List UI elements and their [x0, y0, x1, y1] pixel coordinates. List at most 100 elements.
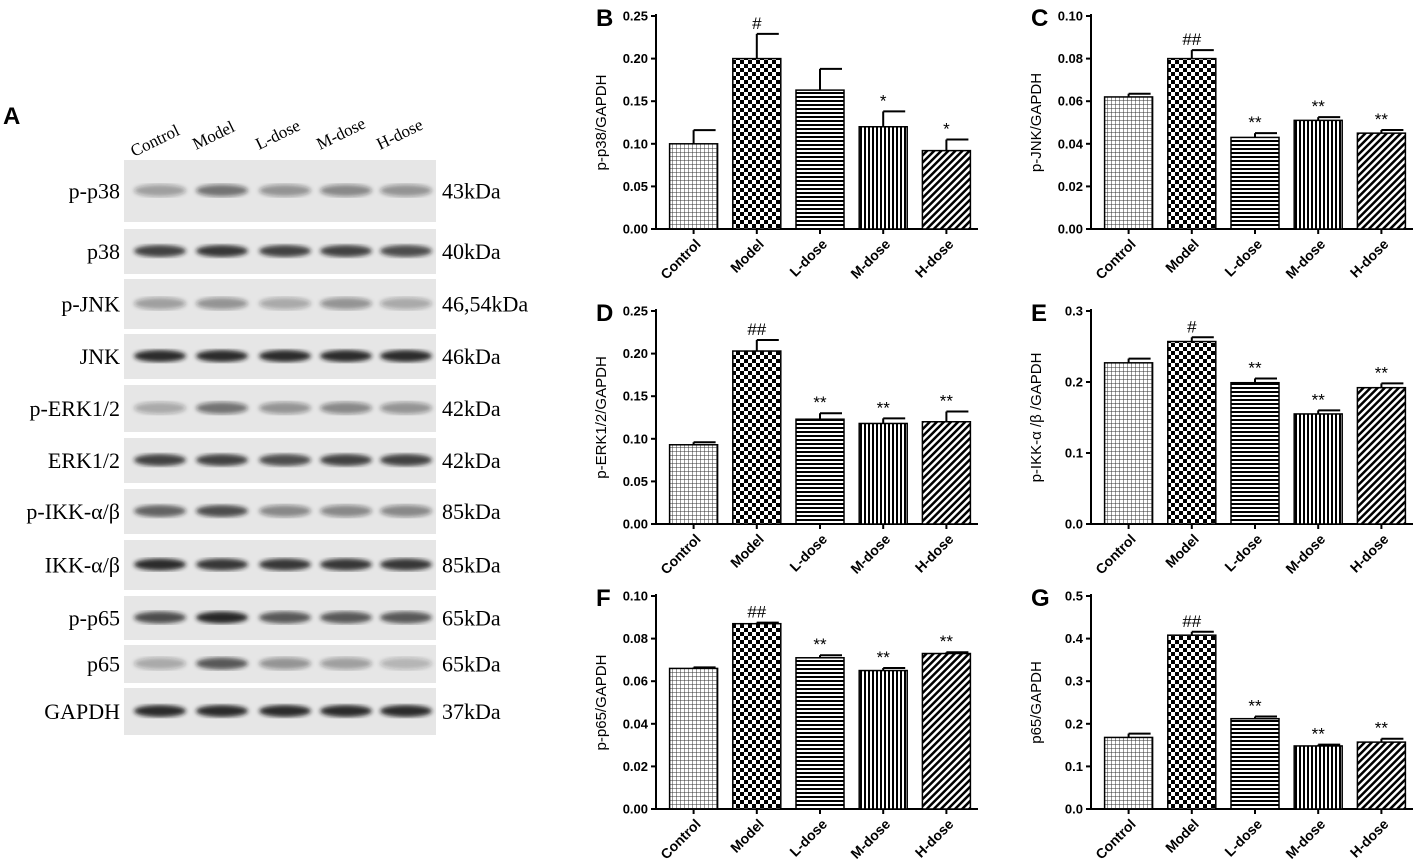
bar: [1167, 634, 1217, 810]
category-label: M-dose: [1282, 236, 1328, 282]
bar: [795, 89, 845, 230]
bar: [858, 422, 908, 525]
blot-band: [380, 245, 432, 257]
significance-marker: *: [943, 120, 950, 139]
significance-marker: **: [813, 393, 827, 412]
lane-label: H-dose: [373, 115, 425, 154]
molecular-weight-label: 85kDa: [442, 553, 501, 578]
blot-band: [380, 350, 432, 362]
bar: [1356, 132, 1407, 230]
category-label: Control: [657, 236, 704, 283]
blot-band: [320, 657, 372, 670]
blot-band: [196, 505, 248, 517]
y-tick-label: 0.1: [1065, 446, 1083, 461]
significance-marker: **: [1312, 390, 1326, 409]
category-label: L-dose: [786, 236, 830, 280]
category-label: L-dose: [786, 531, 830, 575]
category-label: H-dose: [1347, 531, 1392, 576]
category-label: H-dose: [912, 531, 957, 576]
category-label: M-dose: [1282, 531, 1328, 577]
bar: [668, 143, 719, 230]
western-blot-panel: A Control Model L-dose M-dose H-dose p-p38 43…: [3, 103, 528, 735]
blot-band: [134, 184, 186, 197]
category-label: L-dose: [1221, 816, 1265, 860]
molecular-weight-label: 43kDa: [442, 179, 501, 204]
protein-label: p-ERK1/2: [30, 396, 120, 421]
protein-label: p65: [87, 652, 120, 677]
molecular-weight-label: 42kDa: [442, 448, 501, 473]
protein-label: IKK-α/β: [45, 553, 120, 578]
blot-band: [134, 402, 186, 414]
y-tick-label: 0.20: [623, 51, 648, 66]
significance-marker: **: [1248, 697, 1262, 716]
molecular-weight-label: 85kDa: [442, 499, 501, 524]
significance-marker: #: [752, 14, 762, 33]
protein-label: p-JNK: [61, 292, 120, 317]
bar: [1356, 741, 1407, 810]
bar: [668, 444, 719, 525]
bar: [1167, 340, 1217, 525]
category-label: H-dose: [912, 816, 957, 861]
bar: [1103, 96, 1154, 230]
bar: [1356, 386, 1407, 525]
chart-e: E 0.0 0.1 0.2 0.3 p-IKK-α /β /GAPDH Control # Mo…: [1028, 300, 1413, 578]
significance-marker: **: [1375, 110, 1389, 129]
bar: [921, 652, 972, 810]
blot-band: [380, 705, 432, 717]
category-label: L-dose: [1221, 531, 1265, 575]
bar: [732, 57, 782, 230]
category-label: Control: [657, 531, 704, 578]
y-tick-label: 0.02: [1058, 179, 1083, 194]
category-label: H-dose: [1347, 236, 1392, 281]
blot-band: [196, 245, 248, 257]
y-axis-title: p65/GAPDH: [1028, 661, 1045, 744]
category-label: Model: [727, 531, 767, 571]
y-tick-label: 0.08: [1058, 51, 1083, 66]
y-tick-label: 0.00: [623, 222, 648, 237]
protein-label: p-p65: [69, 606, 120, 631]
significance-marker: **: [877, 398, 891, 417]
category-label: Model: [727, 816, 767, 856]
blot-band: [320, 350, 372, 362]
bar: [1293, 745, 1343, 810]
blot-band: [134, 657, 186, 670]
y-tick-label: 0.00: [623, 517, 648, 532]
y-tick-label: 0.10: [623, 589, 648, 604]
blot-band: [259, 350, 311, 362]
blot-band: [134, 245, 186, 257]
significance-marker: **: [1248, 358, 1262, 377]
y-tick-label: 0.15: [623, 94, 648, 109]
blot-band: [196, 402, 248, 414]
protein-label: ERK1/2: [48, 448, 120, 473]
blot-band: [320, 245, 372, 257]
category-label: Control: [1092, 531, 1139, 578]
bar: [795, 657, 845, 810]
significance-marker: **: [1248, 113, 1262, 132]
significance-marker: **: [1375, 363, 1389, 382]
bar: [1103, 736, 1154, 810]
y-tick-label: 0.05: [623, 179, 648, 194]
y-tick-label: 0.20: [623, 346, 648, 361]
chart-b: B 0.00 0.05 0.10 0.15 0.20 0.25 p-p38/GAPDH Cont…: [593, 5, 978, 283]
blot-band: [259, 245, 311, 257]
y-tick-label: 0.4: [1065, 631, 1084, 646]
blot-band: [134, 705, 186, 717]
blot-band: [134, 611, 186, 624]
blot-band: [196, 657, 248, 670]
y-tick-label: 0.15: [623, 389, 648, 404]
blot-band: [259, 558, 311, 571]
blot-band: [380, 611, 432, 624]
bar: [1230, 717, 1280, 810]
category-label: Model: [727, 236, 767, 276]
blot-band: [380, 505, 432, 517]
lane-label: M-dose: [313, 114, 368, 154]
blot-band: [380, 184, 432, 197]
y-tick-label: 0.2: [1065, 375, 1083, 390]
y-tick-label: 0.04: [623, 716, 649, 731]
blot-band: [380, 297, 432, 310]
y-tick-label: 0.0: [1065, 802, 1083, 817]
chart-f: F 0.00 0.02 0.04 0.06 0.08 0.10 p-p65/GAPDH Cont…: [593, 585, 978, 862]
y-axis-title: p-p65/GAPDH: [593, 655, 610, 751]
panel-letter: F: [596, 585, 611, 612]
significance-marker: **: [813, 635, 827, 654]
